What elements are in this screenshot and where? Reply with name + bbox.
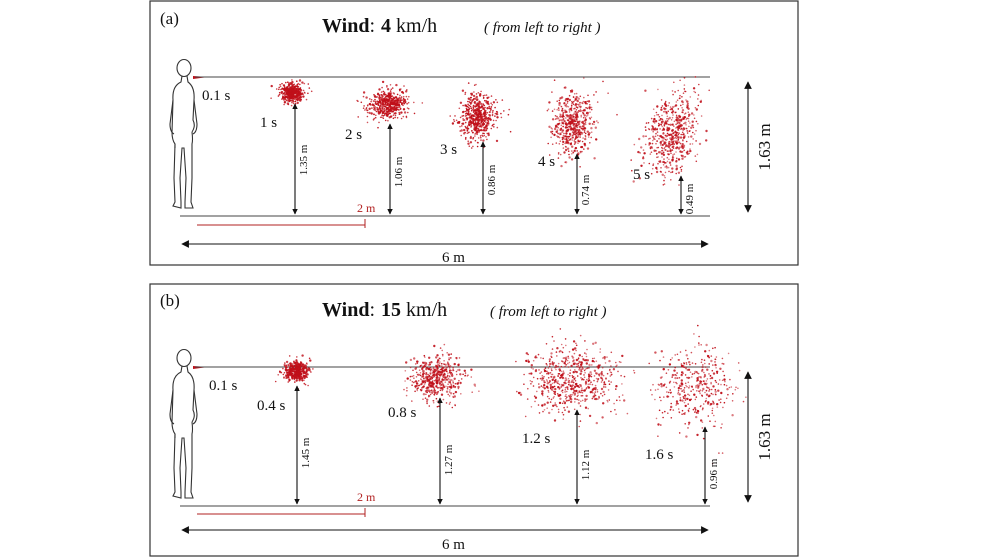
panel-a-mouth-spray <box>193 76 208 79</box>
panel-a-height-3: 0.86 m <box>486 164 498 195</box>
panel-b-direction: ( from left to right ) <box>490 304 607 320</box>
panel-a-wind-speed: 4 <box>381 15 391 37</box>
panel-b-time-2: 0.8 s <box>388 405 417 421</box>
droplet-cloud <box>648 324 747 465</box>
panel-b-2m-label: 2 m <box>357 490 376 504</box>
panel-b-border <box>149 283 799 557</box>
panel-a: (a) Wind: 4 km/h ( from left to right ) 0.… <box>149 0 799 266</box>
droplet-cloud <box>270 79 313 107</box>
panel-b-height-4: 0.96 m <box>708 458 720 489</box>
panel-a-time-2: 2 s <box>345 127 362 143</box>
panel-b-time-3: 1.2 s <box>522 431 551 447</box>
panel-a-time-3: 3 s <box>440 142 457 158</box>
panel-a-cloud-2: 2 s 1.06 m <box>345 123 405 215</box>
panel-b-height-2: 1.27 m <box>443 444 455 475</box>
droplet-cloud <box>356 80 424 129</box>
panel-b-label: (b) <box>160 291 180 310</box>
panel-b-time-1: 0.4 s <box>257 398 286 414</box>
panel-a-border <box>149 0 799 266</box>
panel-b-wind-speed: 15 <box>381 299 401 321</box>
panel-a-title: Wind: 4 km/h <box>322 15 437 37</box>
panel-b-6m-label: 6 m <box>442 537 465 553</box>
panel-b-person-icon <box>169 348 198 499</box>
droplet-cloud <box>274 354 314 390</box>
droplet-cloud <box>546 77 618 168</box>
panel-b-title: Wind: 15 km/h <box>322 299 447 321</box>
droplet-cloud <box>630 76 710 186</box>
panel-b-cloud-2: 0.8 s 1.27 m <box>388 397 455 505</box>
panel-a-direction: ( from left to right ) <box>484 20 601 36</box>
panel-b-wind-unit: km/h <box>406 299 447 321</box>
panel-a-person-icon <box>169 58 198 209</box>
panel-b-wind-word: Wind <box>322 299 369 321</box>
panel-b-mouth-spray <box>193 366 208 369</box>
panel-a-wind-word: Wind <box>322 15 369 37</box>
panel-b-cloud-3: 1.2 s 1.12 m <box>522 409 592 505</box>
panel-b-cloud-1: 0.4 s 1.45 m <box>257 385 312 505</box>
panel-a-time-5: 5 s <box>633 167 650 183</box>
droplet-cloud <box>449 82 512 149</box>
panel-a-initial-time: 0.1 s <box>202 88 231 104</box>
panel-b-time-4: 1.6 s <box>645 447 674 463</box>
panel-b-height-1: 1.45 m <box>300 437 312 468</box>
panel-b-height-3: 1.12 m <box>580 449 592 480</box>
panel-a-person-height: 1.63 m <box>755 123 774 170</box>
panel-a-height-2: 1.06 m <box>393 156 405 187</box>
panel-b-person-height: 1.63 m <box>755 413 774 460</box>
panel-b: (b) Wind: 15 km/h ( from left to right ) 0… <box>149 283 799 557</box>
panel-a-height-5: 0.49 m <box>684 183 696 214</box>
panel-a-cloud-4: 4 s 0.74 m <box>538 153 592 215</box>
panel-a-cloud-3: 3 s 0.86 m <box>440 141 498 215</box>
panel-a-height-4: 0.74 m <box>580 174 592 205</box>
panel-b-clouds <box>274 324 747 465</box>
panel-a-time-1: 1 s <box>260 115 277 131</box>
panel-a-2m-label: 2 m <box>357 201 376 215</box>
panel-a-height-1: 1.35 m <box>298 144 310 175</box>
panel-a-6m-label: 6 m <box>442 250 465 266</box>
panel-a-wind-unit: km/h <box>396 15 437 37</box>
droplet-cloud <box>403 343 480 409</box>
panel-a-colon: : <box>369 15 375 37</box>
panel-b-colon: : <box>369 299 375 321</box>
panel-a-cloud-1: 1 s 1.35 m <box>260 103 310 215</box>
panel-a-cloud-5: 5 s 0.49 m <box>633 167 696 215</box>
panel-b-cloud-4: 1.6 s 0.96 m <box>645 426 720 505</box>
droplet-cloud <box>515 328 636 428</box>
panel-a-label: (a) <box>160 9 179 28</box>
panel-b-initial-time: 0.1 s <box>209 378 238 394</box>
panel-a-clouds <box>270 76 710 186</box>
panel-a-time-4: 4 s <box>538 154 555 170</box>
